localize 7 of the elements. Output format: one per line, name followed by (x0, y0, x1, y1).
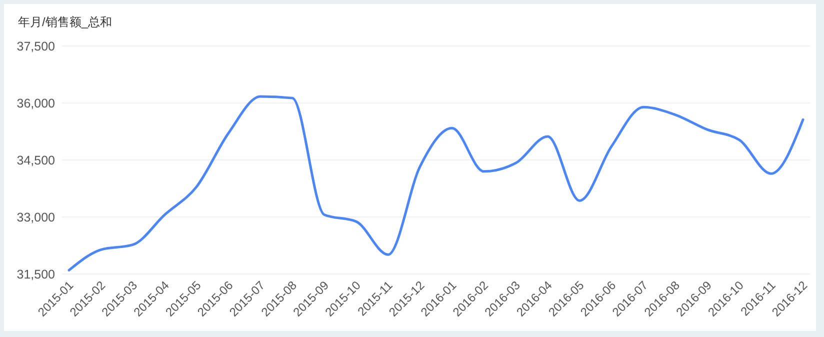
y-tick-label: 33,000 (16, 210, 56, 224)
y-tick-label: 34,500 (16, 153, 56, 168)
y-tick-label: 36,000 (16, 96, 56, 110)
y-tick-label: 37,500 (16, 39, 56, 54)
chart-title: 年月/销售额_总和 (18, 15, 112, 29)
line-series (68, 95, 804, 272)
y-tick-label: 31,500 (16, 267, 56, 282)
